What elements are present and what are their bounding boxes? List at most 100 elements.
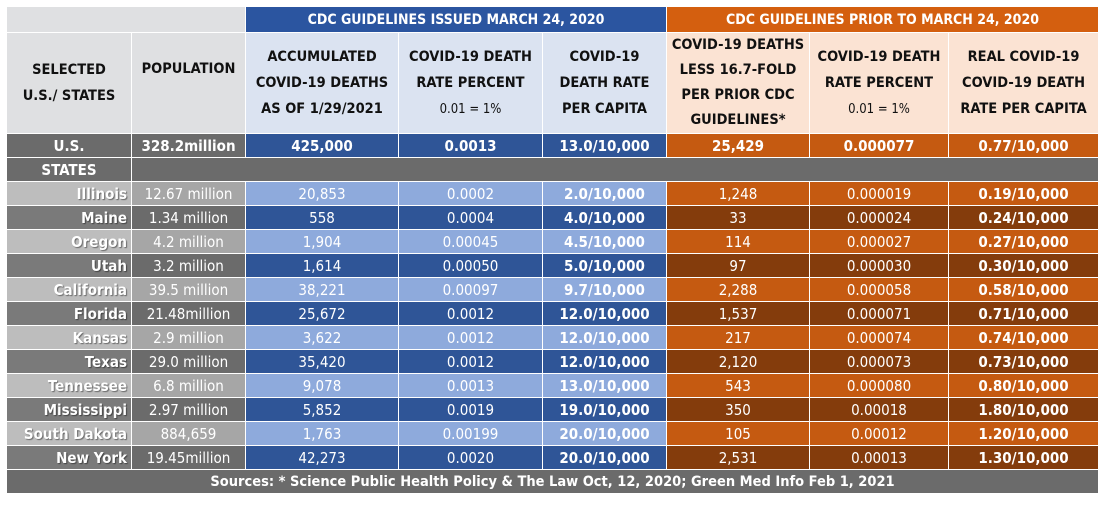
state-name-cell: South Dakota: [6, 421, 132, 446]
state-rate-prior-cell: 0.00012: [809, 421, 949, 446]
state-real-rate-cell: 0.73/10,000: [947, 349, 1100, 374]
state-population-cell: 12.67 million: [131, 181, 246, 206]
state-population-cell: 39.5 million: [131, 277, 246, 302]
sources-footnote: Sources: * Science Public Health Policy …: [5, 469, 1100, 494]
state-name-cell: Texas: [6, 349, 132, 374]
column-header-line: DEATH RATE: [559, 75, 650, 91]
state-less-cell: 33: [666, 205, 810, 230]
state-rate-cell: 0.0013: [398, 373, 543, 398]
state-deaths-cell: 1,763: [245, 421, 399, 446]
state-deaths-cell: 38,221: [245, 277, 399, 302]
state-rate-cell: 0.00045: [398, 229, 543, 254]
state-name-cell: Oregon: [6, 229, 132, 254]
state-population-cell: 2.97 million: [131, 397, 246, 422]
states-label: STATES: [6, 157, 132, 182]
state-real-rate-cell: 0.19/10,000: [947, 181, 1100, 206]
table-row: Oregon 4.2 million 1,904 0.00045 4.5/10,000 1…: [6, 229, 1100, 254]
table-row: Maine 1.34 million 558 0.0004 4.0/10,000 33 0.…: [6, 205, 1100, 230]
state-per-capita-cell: 12.0/10,000: [542, 349, 667, 374]
state-deaths-cell: 42,273: [245, 445, 399, 470]
state-population-cell: 4.2 million: [131, 229, 246, 254]
column-header-line: REAL COVID-19: [967, 49, 1080, 65]
state-name-cell: Utah: [6, 253, 132, 278]
state-real-rate-cell: 1.80/10,000: [947, 397, 1100, 422]
table-row: Florida 21.48million 25,672 0.0012 12.0/10,0…: [6, 301, 1100, 326]
column-header-line: AS OF 1/29/2021: [261, 101, 383, 117]
state-real-rate-cell: 0.27/10,000: [947, 229, 1100, 254]
column-header-line: 0.01 = 1%: [848, 101, 910, 117]
state-name-cell: Mississippi: [6, 397, 132, 422]
state-deaths-cell: 1,904: [245, 229, 399, 254]
header-band-spacer: [6, 6, 246, 33]
state-population-cell: 29.0 million: [131, 349, 246, 374]
state-real-rate-cell: 0.74/10,000: [947, 325, 1100, 350]
state-name-cell: New York: [6, 445, 132, 470]
state-name-cell: Kansas: [6, 325, 132, 350]
state-per-capita-cell: 19.0/10,000: [542, 397, 667, 422]
state-real-rate-cell: 1.20/10,000: [947, 421, 1100, 446]
column-header-death-rate-per-capita: COVID-19 DEATH RATE PER CAPITA: [542, 32, 667, 134]
state-per-capita-cell: 2.0/10,000: [542, 181, 667, 206]
state-population-cell: 1.34 million: [131, 205, 246, 230]
table-row: California 39.5 million 38,221 0.00097 9.7/1…: [6, 277, 1100, 302]
column-header-death-rate-percent: COVID-19 DEATH RATE PERCENT 0.01 = 1%: [398, 32, 543, 134]
state-less-cell: 1,537: [666, 301, 810, 326]
state-less-cell: 350: [666, 397, 810, 422]
column-header-line: COVID-19 DEATH: [817, 48, 941, 65]
state-name-cell: Florida: [6, 301, 132, 326]
table-row: Mississippi 2.97 million 5,852 0.0019 19.0/1…: [6, 397, 1100, 422]
column-header-line: COVID-19: [569, 49, 640, 65]
column-header-row: SELECTED U.S./ STATES POPULATION ACCUMUL…: [6, 32, 1100, 134]
table-row: New York 19.45million 42,273 0.0020 20.0/10,…: [6, 445, 1100, 470]
column-header-line: COVID-19 DEATH: [409, 48, 532, 65]
state-rate-cell: 0.0020: [398, 445, 543, 470]
us-real-rate-cell: 0.77/10,000: [947, 133, 1100, 158]
state-deaths-cell: 5,852: [245, 397, 399, 422]
state-rate-prior-cell: 0.000074: [809, 325, 949, 350]
state-name-cell: Illinois: [6, 181, 132, 206]
state-population-cell: 19.45million: [131, 445, 246, 470]
covid-death-rate-table: CDC GUIDELINES ISSUED MARCH 24, 2020 CDC…: [5, 6, 1100, 494]
state-less-cell: 1,248: [666, 181, 810, 206]
column-header-line: ACCUMULATED: [267, 49, 377, 65]
us-rate-cell: 0.0013: [398, 133, 543, 158]
state-less-cell: 2,531: [666, 445, 810, 470]
state-rate-prior-cell: 0.000024: [809, 205, 949, 230]
state-rate-cell: 0.0012: [398, 325, 543, 350]
us-deaths-cell: 425,000: [245, 133, 399, 158]
state-real-rate-cell: 0.58/10,000: [947, 277, 1100, 302]
column-header-death-rate-percent-prior: COVID-19 DEATH RATE PERCENT 0.01 = 1%: [809, 32, 949, 134]
state-rate-prior-cell: 0.000058: [809, 277, 949, 302]
cdc-prior-guidelines-header: CDC GUIDELINES PRIOR TO MARCH 24, 2020: [665, 6, 1100, 33]
column-header-line: RATE PER CAPITA: [960, 101, 1087, 117]
state-rate-prior-cell: 0.000019: [809, 181, 949, 206]
state-rate-cell: 0.0012: [398, 349, 543, 374]
state-rate-prior-cell: 0.000071: [809, 301, 949, 326]
state-per-capita-cell: 4.0/10,000: [542, 205, 667, 230]
table-row: Utah 3.2 million 1,614 0.00050 5.0/10,000 97 0…: [6, 253, 1100, 278]
column-header-line: SELECTED: [32, 62, 106, 78]
column-header-line: POPULATION: [141, 61, 236, 77]
column-header-line: GUIDELINES*: [690, 112, 786, 128]
state-deaths-cell: 1,614: [245, 253, 399, 278]
column-header-real-death-rate: REAL COVID-19 COVID-19 DEATH RATE PER CA…: [947, 32, 1100, 134]
header-band-row: CDC GUIDELINES ISSUED MARCH 24, 2020 CDC…: [6, 6, 1100, 33]
state-less-cell: 105: [666, 421, 810, 446]
state-name-cell: California: [6, 277, 132, 302]
table-row: Tennessee 6.8 million 9,078 0.0013 13.0/10,0…: [6, 373, 1100, 398]
state-less-cell: 114: [666, 229, 810, 254]
state-rate-cell: 0.0012: [398, 301, 543, 326]
column-header-line: LESS 16.7-FOLD: [679, 62, 797, 78]
state-rate-cell: 0.00199: [398, 421, 543, 446]
state-rate-cell: 0.0004: [398, 205, 543, 230]
state-per-capita-cell: 4.5/10,000: [542, 229, 667, 254]
state-population-cell: 3.2 million: [131, 253, 246, 278]
column-header-line: 0.01 = 1%: [439, 101, 502, 117]
column-header-line: PER PRIOR CDC: [681, 87, 795, 103]
state-per-capita-cell: 12.0/10,000: [542, 325, 667, 350]
state-per-capita-cell: 20.0/10,000: [542, 421, 667, 446]
state-name-cell: Maine: [6, 205, 132, 230]
state-deaths-cell: 9,078: [245, 373, 399, 398]
column-header-state: SELECTED U.S./ STATES: [6, 32, 132, 134]
states-label-spacer: [130, 157, 1100, 182]
